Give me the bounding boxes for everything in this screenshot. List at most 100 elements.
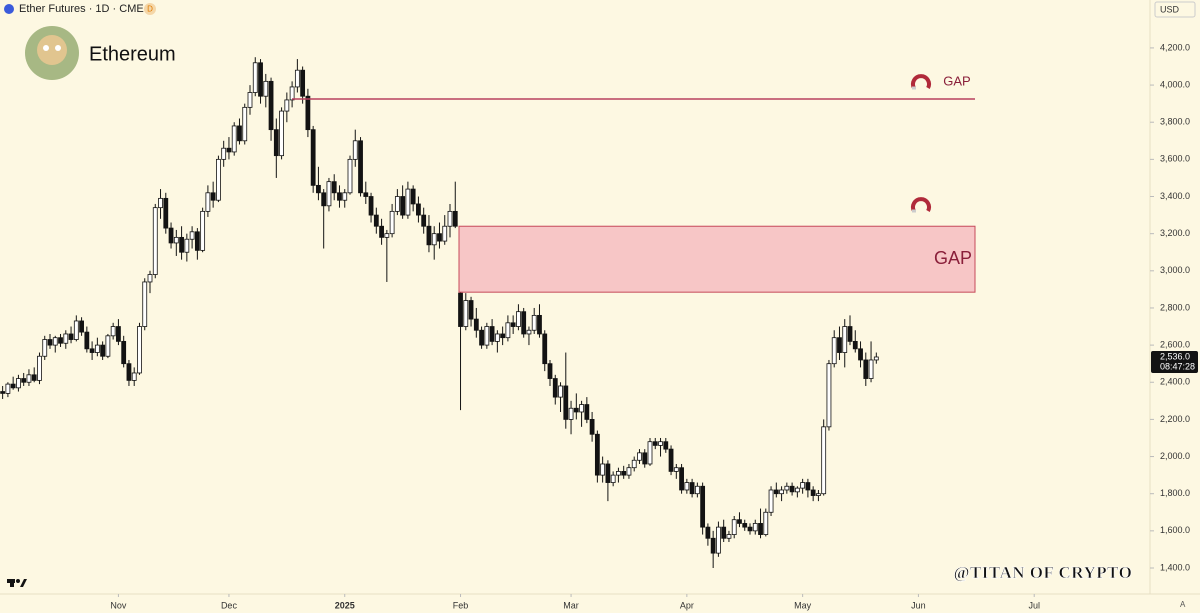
gap-label: GAP: [934, 248, 972, 268]
y-tick-label: 3,400.0: [1160, 191, 1190, 201]
candle-body: [10, 383, 16, 389]
candle-body: [326, 181, 332, 207]
candle-body: [789, 485, 795, 493]
candle-body: [710, 537, 716, 554]
candle-body: [773, 489, 779, 495]
x-tick-label: Jul: [1028, 600, 1040, 610]
candle-body: [94, 344, 100, 353]
x-tick-label: Jun: [911, 600, 926, 610]
candle-body: [484, 326, 490, 346]
candle-body: [400, 196, 406, 216]
candle-body: [421, 214, 427, 227]
candle-body: [16, 378, 21, 389]
y-tick-label: 3,600.0: [1160, 154, 1190, 164]
candle-body: [368, 196, 374, 216]
candle-body: [252, 62, 258, 93]
candle-body: [647, 441, 653, 465]
candle-body: [784, 485, 790, 491]
candle-body: [610, 474, 616, 483]
candle-body: [273, 129, 279, 157]
candle-body: [405, 188, 411, 216]
gap-zone: [458, 225, 976, 293]
candle-body: [758, 523, 763, 535]
y-tick-label: 3,200.0: [1160, 228, 1190, 238]
candle-body: [652, 441, 658, 446]
candle-body: [126, 363, 132, 381]
candle-body: [268, 80, 274, 131]
candle-body: [152, 207, 158, 275]
candle-body: [410, 188, 416, 205]
candle-body: [358, 140, 363, 194]
candle-body: [463, 300, 469, 327]
candle-body: [847, 326, 853, 342]
candle-body: [858, 348, 863, 361]
candle-body: [63, 333, 69, 344]
candle-body: [500, 333, 506, 339]
candle-body: [684, 482, 690, 491]
candle-body: [131, 372, 137, 381]
currency[interactable]: USD: [1160, 4, 1180, 14]
candle-body: [721, 526, 727, 539]
candle-body: [394, 196, 400, 212]
candle-body: [173, 236, 179, 244]
candle-body: [247, 92, 253, 108]
candle-body: [689, 482, 695, 495]
candle-body: [68, 333, 74, 340]
candle-body: [642, 452, 648, 465]
candle-body: [47, 339, 53, 346]
candle-body: [573, 407, 579, 413]
candle-body: [331, 181, 337, 194]
candle-body: [726, 534, 732, 539]
candle-body: [121, 340, 127, 365]
magnet-icon: [911, 74, 931, 90]
last-price-box: [1151, 350, 1198, 373]
candle-body: [705, 526, 711, 539]
candle-body: [552, 378, 558, 398]
candle-body: [142, 281, 148, 327]
candle-body: [526, 329, 532, 335]
candle-body: [868, 359, 874, 379]
candle-body: [84, 331, 90, 350]
candle-body: [458, 292, 463, 327]
candle-body: [737, 519, 742, 524]
candle-body: [221, 147, 227, 160]
candle-body: [626, 467, 632, 476]
candle-body: [321, 192, 327, 207]
candle-body: [37, 355, 42, 381]
x-tick-label: Dec: [221, 600, 238, 610]
tv-logo: [7, 579, 27, 587]
candle-body: [105, 335, 111, 357]
y-tick-label: 1,800.0: [1160, 488, 1190, 498]
currency-box[interactable]: [1154, 1, 1196, 18]
candle-body: [116, 326, 121, 342]
candle-body: [168, 227, 174, 244]
candle-body: [42, 339, 48, 357]
candle-body: [137, 326, 142, 374]
candle-body: [426, 225, 432, 246]
candle-body: [342, 192, 348, 201]
candle-body: [294, 69, 300, 88]
candle-body: [431, 233, 437, 246]
scale-mode[interactable]: A: [1180, 600, 1186, 609]
candle-body: [437, 233, 442, 242]
x-tick-label: Apr: [680, 600, 694, 610]
candle-body: [379, 225, 384, 238]
candle-body: [468, 300, 474, 320]
candle-body: [352, 140, 358, 160]
y-tick-label: 2,400.0: [1160, 377, 1190, 387]
x-tick-label: Nov: [110, 600, 127, 610]
candle-body: [600, 463, 606, 476]
candle-body: [300, 69, 306, 97]
candle-body: [384, 233, 390, 238]
candle-body: [489, 326, 495, 342]
candle-body: [768, 489, 774, 513]
candle-body: [716, 526, 721, 554]
symbol-name: Ethereum: [89, 43, 176, 65]
candle-body: [605, 463, 611, 483]
x-tick-label: Mar: [563, 600, 579, 610]
candle-body: [863, 359, 869, 379]
candle-body: [547, 363, 553, 379]
candle-body: [516, 311, 521, 327]
candle-body: [310, 129, 316, 186]
candle-body: [258, 62, 263, 97]
